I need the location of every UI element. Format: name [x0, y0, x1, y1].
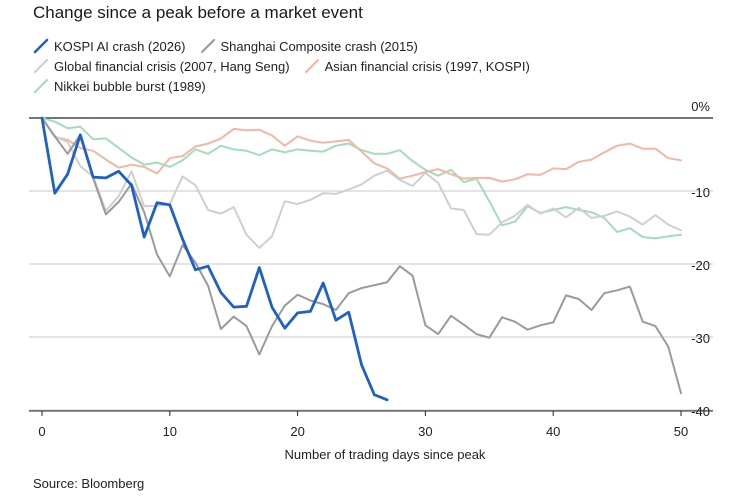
legend-row: KOSPI AI crash (2026) Shanghai Composite…: [33, 36, 733, 56]
x-tick-label: 50: [674, 424, 688, 439]
legend-row: Nikkei bubble burst (1989): [33, 76, 733, 96]
series-line: [41, 117, 682, 183]
y-tick-label: -10: [691, 185, 710, 200]
legend-label: Asian financial crisis (1997, KOSPI): [324, 58, 530, 74]
series-line: [41, 117, 682, 249]
x-tick-label: 30: [418, 424, 432, 439]
source-note: Source: Bloomberg: [33, 476, 145, 491]
y-tick-label: -20: [691, 258, 710, 273]
legend-label: Nikkei bubble burst (1989): [54, 78, 206, 94]
legend-label: Shanghai Composite crash (2015): [220, 38, 418, 54]
gridlines: [29, 117, 713, 411]
legend-swatch-icon: [200, 38, 216, 54]
legend-item-kospi-2026: KOSPI AI crash (2026): [33, 38, 186, 54]
legend-swatch-icon: [33, 58, 49, 74]
x-tick-label: 20: [290, 424, 304, 439]
legend-row: Global financial crisis (2007, Hang Seng…: [33, 56, 733, 76]
x-tick-label: 10: [163, 424, 177, 439]
legend-swatch-icon: [33, 38, 49, 54]
legend-item-asian-1997: Asian financial crisis (1997, KOSPI): [304, 58, 530, 74]
legend-swatch-icon: [304, 58, 320, 74]
y-tick-label: -30: [691, 331, 710, 346]
legend-swatch-icon: [33, 78, 49, 94]
legend-item-gfc-2007: Global financial crisis (2007, Hang Seng…: [33, 58, 290, 74]
chart-legend: KOSPI AI crash (2026) Shanghai Composite…: [33, 36, 733, 96]
series-line: [41, 117, 682, 395]
series-line: [41, 117, 682, 240]
series-line: [40, 116, 389, 402]
x-tick-label: 40: [546, 424, 560, 439]
series-lines: [40, 116, 682, 402]
x-tick-label: 0: [38, 424, 45, 439]
x-axis-label: Number of trading days since peak: [285, 447, 486, 462]
y-tick-label: 0%: [691, 99, 710, 114]
legend-label: KOSPI AI crash (2026): [54, 38, 186, 54]
chart-subtitle: Change since a peak before a market even…: [33, 3, 363, 22]
legend-item-shanghai-2015: Shanghai Composite crash (2015): [200, 38, 418, 54]
legend-label: Global financial crisis (2007, Hang Seng…: [54, 58, 290, 74]
legend-item-nikkei-1989: Nikkei bubble burst (1989): [33, 78, 206, 94]
